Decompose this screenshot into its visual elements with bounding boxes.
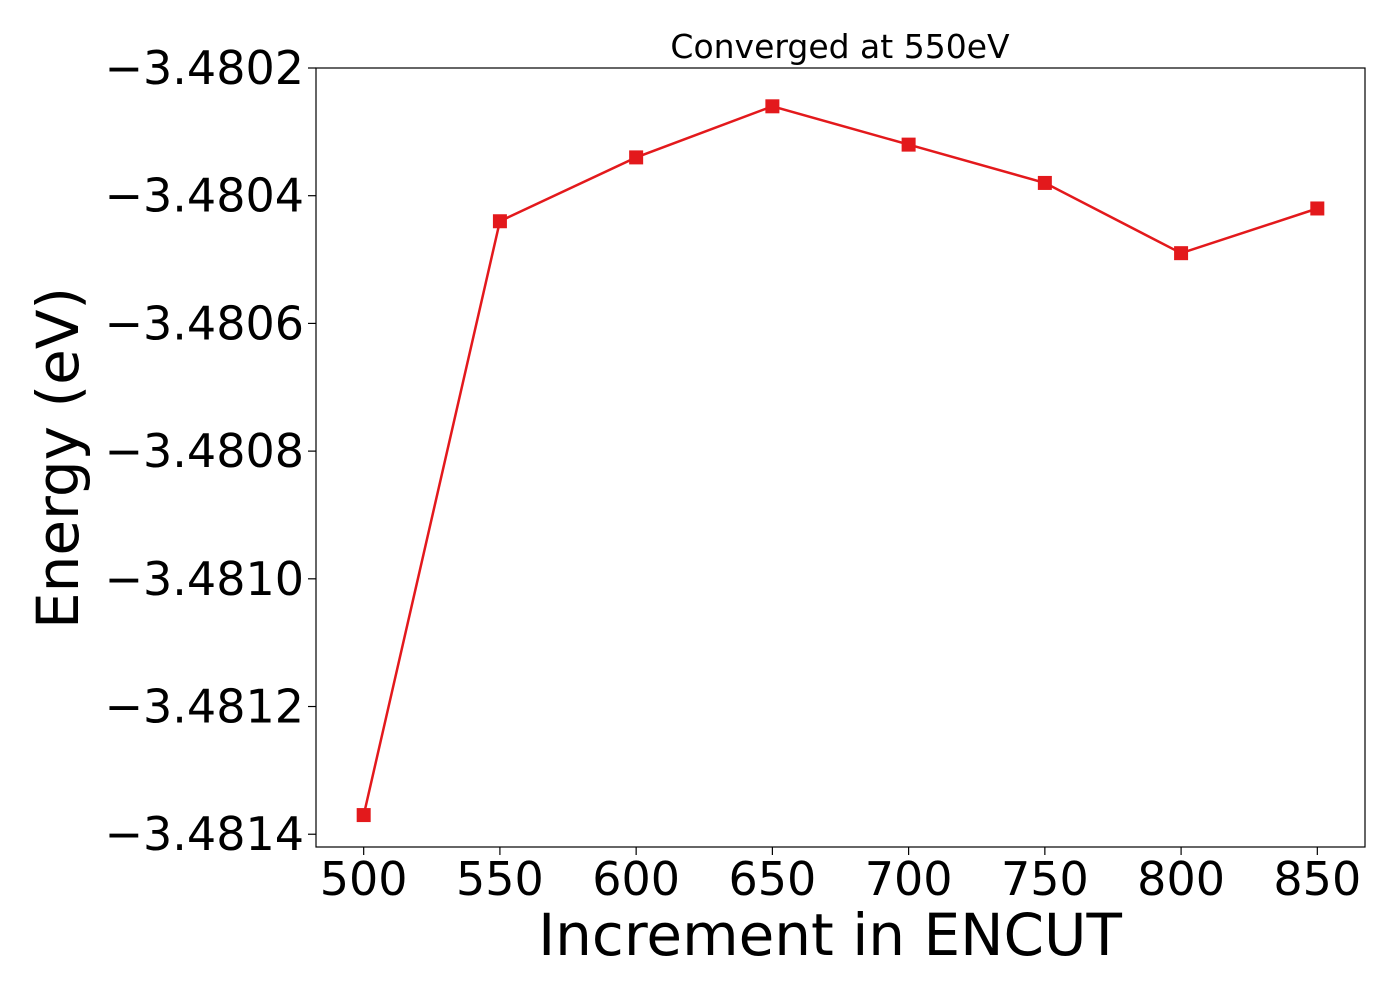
- data-point-marker: [1037, 175, 1052, 190]
- x-tick-label: 650: [728, 852, 816, 906]
- y-tick-label: −3.4812: [105, 680, 305, 734]
- y-tick-label: −3.4808: [105, 424, 305, 478]
- series-line: [362, 104, 1318, 816]
- chart-title: Converged at 550eV: [670, 27, 1010, 66]
- series-layer: [356, 99, 1325, 823]
- x-tick-label: 850: [1273, 852, 1361, 906]
- y-tick-label: −3.4810: [105, 552, 305, 606]
- y-tick-label: −3.4806: [105, 296, 305, 350]
- x-tick-label: 750: [1001, 852, 1089, 906]
- plot-area: [315, 67, 1366, 848]
- x-tick-label: 800: [1137, 852, 1225, 906]
- data-point-marker: [356, 808, 371, 823]
- x-tick-label: 550: [456, 852, 544, 906]
- data-point-marker: [765, 99, 780, 114]
- y-tick-label: −3.4804: [105, 169, 305, 223]
- x-tick-label: 500: [320, 852, 408, 906]
- data-point-marker: [901, 137, 916, 152]
- data-point-marker: [1310, 201, 1325, 216]
- y-axis-label: Energy (eV): [24, 287, 92, 629]
- x-tick-label: 600: [592, 852, 680, 906]
- y-axis: −3.4814 −3.4812 −3.4810 −3.4808 −3.4806 −3.48…: [105, 41, 316, 861]
- y-tick-label: −3.4802: [105, 41, 305, 95]
- data-point-marker: [1174, 246, 1189, 261]
- x-tick-label: 700: [865, 852, 953, 906]
- data-point-marker: [629, 150, 644, 165]
- data-point-marker: [492, 214, 507, 229]
- x-axis-label: Increment in ENCUT: [538, 901, 1122, 969]
- y-tick-label: −3.4814: [105, 807, 305, 861]
- x-axis: 500 550 600 650 700 750 800 850: [320, 847, 1361, 906]
